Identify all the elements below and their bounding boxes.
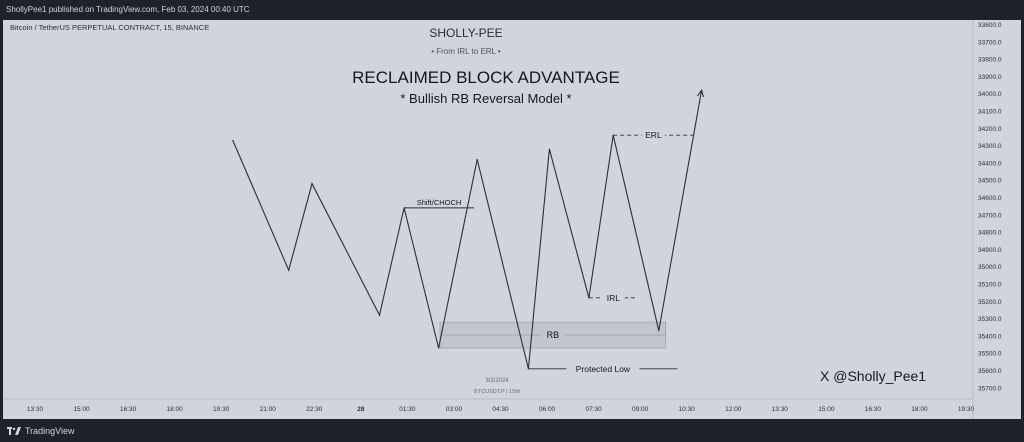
tradingview-footer: TradingView <box>0 419 1024 442</box>
price-tick-label: 33600.0 <box>978 22 1002 29</box>
time-tick-label: 09:00 <box>632 406 649 413</box>
price-tick-label: 33800.0 <box>978 57 1002 64</box>
price-tick-label: 35500.0 <box>978 351 1002 358</box>
time-tick-label: 18:00 <box>911 406 928 413</box>
price-tick-label: 35600.0 <box>978 368 1002 375</box>
time-axis[interactable]: 13:30 15:00 16:30 18:00 19:30 21:00 22:30 28 01:… <box>27 406 975 413</box>
swing-point <box>476 158 478 161</box>
time-tick-label: 12:00 <box>725 406 742 413</box>
chart-background <box>3 20 1021 419</box>
price-tick-label: 33900.0 <box>978 74 1002 81</box>
footer-brand: TradingView <box>25 425 75 436</box>
chart-svg[interactable]: Bitcoin / TetherUS PERPETUAL CONTRACT, 1… <box>3 20 1021 419</box>
protected-low-label: Protected Low <box>576 364 631 374</box>
price-tick-label: 35000.0 <box>978 264 1002 271</box>
time-tick-label: 06:00 <box>539 406 556 413</box>
price-tick-label: 34300.0 <box>978 143 1002 150</box>
author-title: SHOLLY-PEE <box>429 26 502 40</box>
time-tick-label: 22:30 <box>306 406 323 413</box>
watermark-date: 3/2/2024 <box>485 378 509 384</box>
price-tick-label: 34900.0 <box>978 247 1002 254</box>
time-tick-label: 13:30 <box>772 406 789 413</box>
time-tick-label: 28 <box>357 406 365 413</box>
time-tick-label: 03:00 <box>446 406 463 413</box>
swing-point <box>548 148 550 150</box>
swing-point <box>378 314 381 316</box>
irl-label: IRL <box>607 293 621 303</box>
time-tick-label: 13:30 <box>27 406 44 413</box>
swing-point <box>658 330 660 332</box>
time-tick-label: 01:30 <box>399 406 416 413</box>
time-tick-label: 18:00 <box>167 406 184 413</box>
levels-layer: Shift/CHOCH ERL IRL Protected Low <box>404 129 694 374</box>
swing-point <box>232 139 234 142</box>
time-tick-label: 19:30 <box>958 406 975 413</box>
price-tick-label: 34400.0 <box>978 160 1002 167</box>
tradingview-logo-icon <box>7 426 21 435</box>
price-tick-label: 34600.0 <box>978 195 1002 202</box>
rb-label-bg <box>540 329 565 341</box>
time-tick-label: 16:30 <box>865 406 882 413</box>
tagline: • From IRL to ERL • <box>431 47 501 56</box>
price-tick-label: 34100.0 <box>978 109 1002 116</box>
erl-label: ERL <box>645 130 662 140</box>
price-path-layer <box>232 88 705 370</box>
swing-point <box>527 368 530 370</box>
sub-title: * Bullish RB Reversal Model * <box>400 91 571 106</box>
zones-layer: RB <box>439 321 667 349</box>
erl-label-bg <box>641 129 665 141</box>
swing-point <box>588 297 590 299</box>
time-tick-label: 15:00 <box>73 406 90 413</box>
swing-point <box>612 134 614 136</box>
publish-bar: ShollyPee1 published on TradingView.com,… <box>0 0 1024 20</box>
time-tick-label: 07:30 <box>585 406 602 413</box>
watermark-ticker: BTCUSDT.P | 15M <box>474 389 520 395</box>
time-tick-label: 04:30 <box>492 406 509 413</box>
time-tick-label: 19:30 <box>213 406 230 413</box>
price-tick-label: 34700.0 <box>978 212 1002 219</box>
price-tick-label: 35700.0 <box>978 385 1002 392</box>
social-handle: X @Sholly_Pee1 <box>820 368 926 384</box>
shift-choch-label: Shift/CHOCH <box>417 198 462 207</box>
publish-info: ShollyPee1 published on TradingView.com,… <box>6 5 250 14</box>
price-tick-label: 34500.0 <box>978 178 1002 185</box>
protected-low-label-bg <box>566 362 640 374</box>
price-tick-label: 35100.0 <box>978 282 1002 289</box>
time-tick-label: 15:00 <box>818 406 835 413</box>
swing-point <box>403 207 405 209</box>
price-tick-label: 34800.0 <box>978 230 1002 237</box>
price-tick-label: 34200.0 <box>978 126 1002 133</box>
time-tick-label: 16:30 <box>120 406 137 413</box>
rb-zone-label: RB <box>547 330 560 340</box>
price-axis[interactable]: 33600.0 33700.0 33800.0 33900.0 34000.0 34100… <box>978 22 1002 392</box>
price-tick-label: 35400.0 <box>978 333 1002 340</box>
price-tick-label: 35300.0 <box>978 316 1002 323</box>
swing-point <box>288 269 290 271</box>
time-tick-label: 10:30 <box>679 406 696 413</box>
time-tick-label: 21:00 <box>260 406 277 413</box>
irl-label-bg <box>601 291 625 303</box>
main-title: RECLAIMED BLOCK ADVANTAGE <box>352 68 620 87</box>
chart-frame[interactable]: Bitcoin / TetherUS PERPETUAL CONTRACT, 1… <box>3 20 1021 419</box>
price-tick-label: 35200.0 <box>978 299 1002 306</box>
symbol-label: Bitcoin / TetherUS PERPETUAL CONTRACT, 1… <box>10 23 209 32</box>
swing-point <box>311 183 313 185</box>
price-tick-label: 33700.0 <box>978 39 1002 46</box>
swing-point <box>437 347 440 349</box>
arrow-head <box>697 88 705 98</box>
price-tick-label: 34000.0 <box>978 91 1002 98</box>
